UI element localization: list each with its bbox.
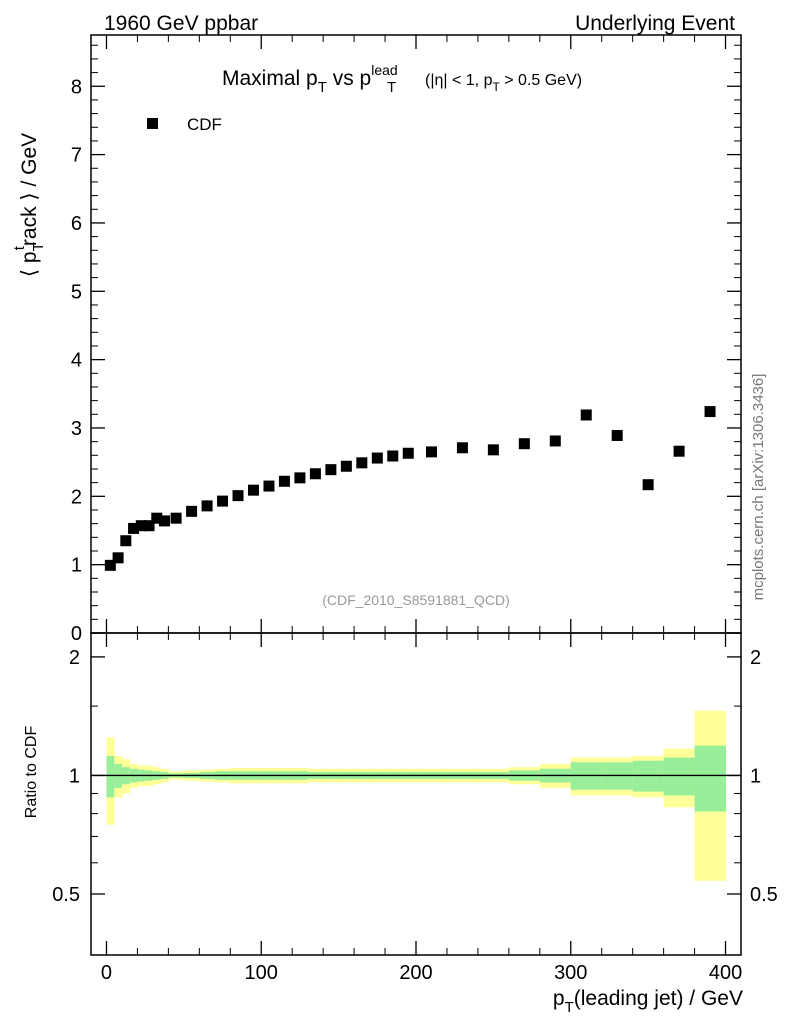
main-ticks — [91, 35, 741, 634]
data-point — [120, 535, 132, 547]
data-point — [456, 442, 468, 454]
data-point — [356, 457, 368, 469]
data-point — [487, 444, 499, 456]
y-tick-label: 3 — [71, 418, 82, 440]
x-tick-label: 0 — [101, 962, 112, 984]
data-point — [580, 409, 592, 421]
data-point — [186, 505, 198, 517]
ratio-tick-label-right: 2 — [750, 647, 761, 669]
ratio-tick-label-right: 0.5 — [750, 884, 778, 906]
inner-band-segment — [694, 745, 727, 812]
ratio-tick-label: 0.5 — [52, 884, 80, 906]
data-point — [112, 552, 124, 564]
data-point — [263, 480, 275, 492]
data-point — [170, 512, 182, 524]
data-point — [128, 522, 140, 534]
data-point — [642, 479, 654, 491]
data-point — [425, 446, 437, 458]
ratio-ticks — [91, 633, 741, 955]
plot-title-cuts: (|η| < 1, pT > 0.5 GeV) — [425, 72, 582, 94]
x-axis-label: pT(leading jet) / GeV — [553, 987, 743, 1016]
ratio-tick-label: 2 — [69, 647, 80, 669]
ratio-bands — [106, 710, 727, 881]
y-tick-label: 0 — [71, 623, 82, 645]
ratio-y-tick-labels: 0.5 0.5 1 1 2 2 — [52, 647, 778, 906]
data-point — [673, 445, 685, 457]
data-points — [104, 406, 716, 571]
analysis-watermark: (CDF_2010_S8591881_QCD) — [322, 592, 510, 608]
data-point — [371, 452, 383, 464]
y-tick-label: 4 — [71, 350, 82, 372]
data-point — [135, 520, 147, 532]
side-label: mcplots.cern.ch [arXiv:1306.3436] — [750, 374, 767, 601]
x-tick-label: 400 — [709, 962, 742, 984]
inner-band-segment — [106, 756, 115, 798]
data-point — [611, 429, 623, 441]
data-point — [143, 520, 155, 532]
data-point — [549, 435, 561, 447]
ratio-tick-label-right: 1 — [750, 765, 761, 787]
y-tick-label: 6 — [71, 213, 82, 235]
x-tick-label: 200 — [399, 962, 432, 984]
y-tick-label: 1 — [71, 555, 82, 577]
data-point — [387, 450, 399, 462]
data-point — [159, 515, 171, 527]
main-y-axis-label: ⟨ pTtrack ⟩ / GeV — [11, 133, 47, 277]
y-tick-label: 7 — [71, 145, 82, 167]
ratio-tick-label: 1 — [69, 765, 80, 787]
plot-title: Maximal pT vs plead — [222, 62, 398, 96]
data-point — [294, 472, 306, 484]
data-point — [248, 484, 259, 496]
x-tick-label: 100 — [245, 962, 278, 984]
y-tick-label: 5 — [71, 281, 82, 303]
y-tick-label: 2 — [71, 486, 82, 508]
x-tick-labels: 0 100 200 300 400 — [101, 962, 742, 984]
inner-band-segment — [632, 760, 665, 792]
analysis-label: Underlying Event — [575, 12, 735, 35]
data-point — [325, 464, 337, 476]
y-tick-label: 8 — [71, 76, 82, 98]
data-point — [518, 438, 530, 450]
data-point — [309, 468, 321, 480]
data-point — [232, 490, 244, 502]
energy-label: 1960 GeV ppbar — [104, 12, 258, 35]
plot-title-sub: T — [387, 79, 396, 96]
data-point — [340, 460, 352, 472]
x-tick-label: 300 — [554, 962, 587, 984]
legend-label: CDF — [187, 115, 222, 134]
data-point — [402, 447, 414, 459]
data-point — [201, 500, 213, 512]
legend-marker — [147, 118, 158, 129]
ratio-y-axis-label: Ratio to CDF — [23, 726, 40, 819]
data-point — [704, 406, 716, 418]
data-point — [151, 512, 163, 524]
main-y-tick-labels: 0 1 2 3 4 5 6 7 8 — [71, 76, 82, 645]
data-point — [104, 559, 116, 571]
inner-band-segment — [663, 757, 696, 796]
data-point — [278, 475, 290, 487]
data-point — [217, 495, 229, 507]
